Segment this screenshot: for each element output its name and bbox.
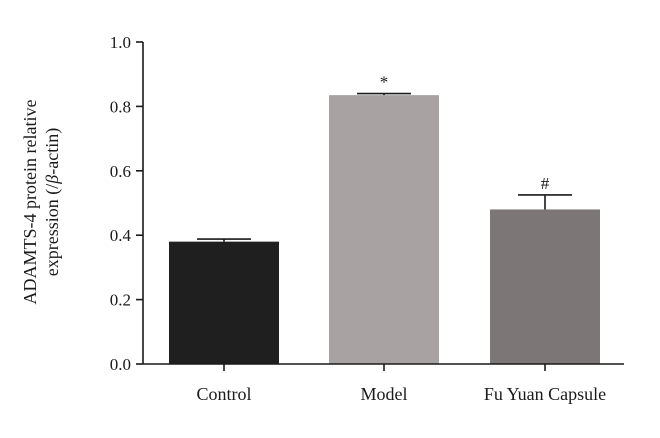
bars-group: *# xyxy=(169,73,600,364)
x-axis: Control Model Fu Yuan Capsule xyxy=(143,363,624,404)
significance-marker: # xyxy=(541,174,550,193)
y-tick-label: 0.6 xyxy=(110,162,131,181)
bar xyxy=(169,241,279,364)
x-tick-label: Fu Yuan Capsule xyxy=(484,384,606,404)
y-axis-label-prefix: expression (/ xyxy=(42,184,63,276)
bar xyxy=(329,95,439,364)
y-tick-label: 0.8 xyxy=(110,97,131,116)
x-tick-label: Control xyxy=(196,384,251,404)
y-tick-label: 0.4 xyxy=(110,226,132,245)
y-axis-label-beta: β xyxy=(42,175,62,185)
bar xyxy=(490,209,600,364)
y-axis-label-line2: expression (/β-actin) xyxy=(42,128,63,276)
y-axis-label-group: ADAMTS-4 protein relative expression (/β… xyxy=(20,100,63,305)
y-tick-label: 1.0 xyxy=(110,33,131,52)
y-tick-label: 0.2 xyxy=(110,291,131,310)
y-axis-label-line1: ADAMTS-4 protein relative xyxy=(20,100,40,305)
y-axis: 0.0 0.2 0.4 0.6 0.8 1.0 xyxy=(110,33,144,374)
significance-marker: * xyxy=(380,73,389,92)
y-tick-label: 0.0 xyxy=(110,355,131,374)
y-axis-label-suffix: -actin) xyxy=(42,128,63,175)
x-tick-label: Model xyxy=(361,384,408,404)
